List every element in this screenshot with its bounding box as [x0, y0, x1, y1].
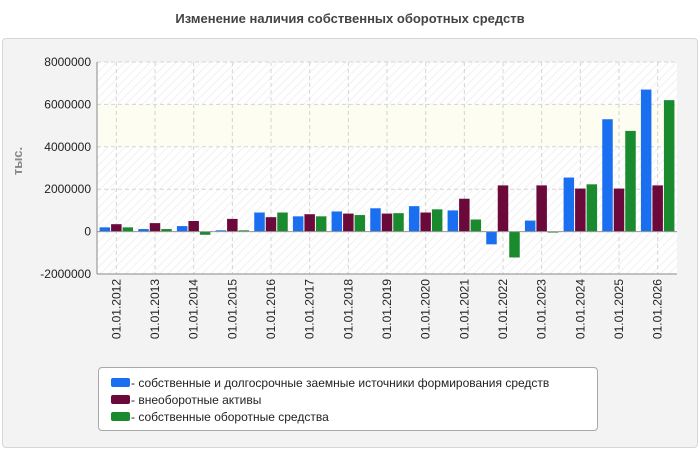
bar-1[interactable] [602, 119, 613, 232]
bar-1[interactable] [215, 230, 227, 232]
bar-3[interactable] [586, 184, 598, 232]
legend-item-2[interactable]: - внеоборотные активы [99, 392, 597, 409]
x-tick-label: 01.01.2017 [303, 279, 317, 339]
bar-1[interactable] [254, 212, 265, 232]
chart-title: Изменение наличия собственных оборотных … [175, 11, 525, 26]
bar-2[interactable] [536, 185, 547, 232]
bar-3[interactable] [199, 231, 211, 235]
legend-item-3[interactable]: - собственные оборотные средства [99, 409, 597, 426]
bar-1[interactable] [408, 206, 420, 232]
x-tick-label: 01.01.2026 [651, 279, 665, 339]
x-tick-label: 01.01.2014 [187, 279, 201, 339]
bar-2[interactable] [227, 218, 238, 232]
legend-name-1: собственные и долгосрочные заемные источ… [138, 376, 550, 390]
x-tick-label: 01.01.2022 [496, 279, 510, 339]
bar-3[interactable] [663, 100, 675, 232]
bar-1[interactable] [563, 177, 575, 232]
bar-2[interactable] [652, 185, 663, 232]
bars [99, 89, 675, 258]
bar-3[interactable] [393, 213, 404, 232]
legend-label-3: - [131, 410, 139, 424]
x-tick-label: 01.01.2023 [535, 279, 549, 339]
bar-3[interactable] [238, 230, 250, 232]
y-tick-label: -2000000 [40, 267, 91, 281]
bar-2[interactable] [111, 224, 122, 232]
y-tick-label: 0 [84, 225, 91, 239]
legend-swatch-3 [111, 412, 130, 422]
bar-3[interactable] [315, 216, 327, 232]
x-tick-label: 01.01.2016 [264, 279, 278, 339]
bar-2[interactable] [381, 213, 393, 232]
bar-1[interactable] [99, 227, 111, 232]
bar-3[interactable] [354, 215, 366, 232]
bar-3[interactable] [122, 227, 134, 232]
x-tick-labels: 01.01.2012 01.01.2013 01.01.2014 01.01.2015… [109, 279, 664, 339]
bar-2[interactable] [575, 188, 586, 232]
x-tick-label: 01.01.2025 [612, 279, 626, 339]
y-tick-label: 8000000 [44, 55, 91, 69]
bar-3[interactable] [277, 212, 288, 232]
y-axis-label: тыс. [10, 147, 25, 175]
legend-swatch-2 [111, 395, 130, 405]
y-tick-label: 6000000 [44, 97, 91, 111]
x-tick-label: 01.01.2021 [457, 279, 471, 339]
legend-label-1: - [131, 376, 139, 390]
x-tick-label: 01.01.2024 [573, 279, 587, 339]
bar-2[interactable] [304, 214, 315, 232]
bar-1[interactable] [370, 208, 381, 232]
bar-3[interactable] [470, 219, 482, 232]
y-tick-labels: -2000000 0 2000000 4000000 6000000 8000000 [40, 55, 91, 281]
x-tick-label: 01.01.2012 [109, 279, 123, 339]
legend-name-3: собственные оборотные средства [138, 410, 329, 424]
legend: - собственные и долгосрочные заемные ист… [98, 367, 598, 431]
legend-label-2: - [131, 393, 139, 407]
bar-2[interactable] [149, 223, 161, 232]
bar-1[interactable] [640, 89, 652, 232]
bar-3[interactable] [161, 229, 172, 232]
x-tick-label: 01.01.2018 [341, 279, 355, 339]
bar-3[interactable] [509, 231, 520, 258]
legend-swatch-1 [111, 378, 130, 388]
bar-1[interactable] [524, 220, 536, 232]
y-tick-label: 2000000 [44, 182, 91, 196]
y-tick-label: 4000000 [44, 140, 91, 154]
bar-2[interactable] [420, 212, 431, 232]
bar-1[interactable] [176, 226, 188, 232]
bar-3[interactable] [625, 130, 636, 232]
bar-2[interactable] [459, 198, 470, 232]
bar-1[interactable] [331, 211, 343, 232]
legend-item-1[interactable]: - собственные и долгосрочные заемные ист… [99, 375, 597, 392]
bar-1[interactable] [292, 216, 304, 232]
axes [96, 62, 677, 275]
x-tick-label: 01.01.2020 [419, 279, 433, 339]
bar-2[interactable] [497, 185, 509, 232]
bar-2[interactable] [265, 217, 277, 232]
bar-2[interactable] [613, 188, 625, 232]
bar-1[interactable] [486, 231, 497, 245]
x-tick-label: 01.01.2013 [148, 279, 162, 339]
bar-1[interactable] [138, 229, 149, 232]
legend-name-2: внеоборотные активы [138, 393, 262, 407]
bar-2[interactable] [188, 221, 199, 232]
bar-2[interactable] [343, 213, 354, 232]
x-tick-label: 01.01.2015 [225, 279, 239, 339]
x-tick-label: 01.01.2019 [380, 279, 394, 339]
bar-3[interactable] [431, 209, 443, 232]
bar-1[interactable] [447, 210, 459, 232]
